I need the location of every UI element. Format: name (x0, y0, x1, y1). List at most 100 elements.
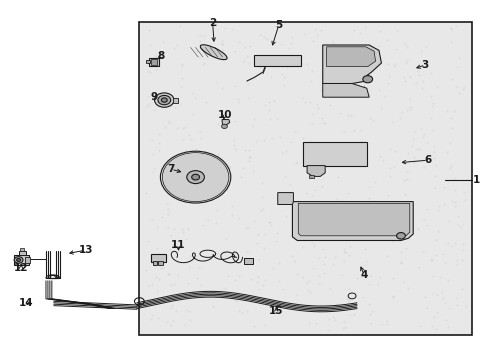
Point (383, 192, 391, 198)
Point (366, 273, 374, 278)
Point (428, 127, 436, 132)
Point (452, 64, 460, 70)
Point (153, 224, 161, 229)
Point (245, 158, 253, 164)
Point (201, 171, 208, 177)
Point (307, 112, 315, 117)
Point (423, 139, 430, 145)
Point (146, 42, 154, 48)
Point (181, 124, 189, 130)
Point (316, 209, 324, 215)
Circle shape (17, 258, 20, 261)
Point (243, 248, 251, 254)
Point (373, 200, 381, 206)
Point (333, 196, 341, 202)
Point (261, 62, 269, 68)
Point (298, 244, 306, 250)
Point (409, 159, 417, 165)
Circle shape (154, 93, 174, 107)
Point (245, 147, 253, 153)
Point (408, 136, 416, 142)
Point (340, 319, 347, 325)
Point (170, 297, 178, 302)
Point (346, 150, 354, 156)
Point (175, 181, 183, 187)
Point (148, 151, 156, 157)
Point (445, 140, 453, 146)
Point (412, 146, 420, 152)
Point (375, 87, 383, 93)
Point (300, 100, 308, 105)
Point (220, 249, 228, 255)
Point (330, 254, 338, 260)
Point (418, 78, 426, 84)
Point (389, 275, 397, 281)
Point (148, 217, 156, 223)
Point (357, 139, 365, 144)
Point (454, 90, 462, 95)
Point (155, 53, 163, 59)
Point (383, 321, 390, 327)
Point (144, 27, 152, 33)
Point (423, 206, 430, 211)
Point (335, 198, 343, 204)
Text: 4: 4 (360, 270, 367, 280)
Bar (25, 257, 30, 263)
Point (303, 61, 310, 67)
Point (183, 280, 191, 285)
Point (337, 163, 345, 168)
Point (321, 120, 328, 126)
Point (337, 272, 345, 278)
Point (185, 253, 193, 259)
Point (427, 103, 435, 108)
Point (403, 168, 410, 174)
Point (402, 57, 409, 63)
Point (249, 168, 257, 174)
Point (315, 282, 323, 287)
Point (178, 167, 185, 173)
Point (453, 213, 461, 219)
Point (325, 316, 332, 322)
Point (161, 124, 168, 130)
Point (308, 38, 316, 44)
Point (177, 162, 184, 168)
Point (307, 68, 315, 74)
Point (324, 156, 331, 161)
Point (401, 192, 408, 197)
Point (278, 150, 285, 156)
Point (244, 224, 252, 229)
Point (209, 54, 217, 60)
Circle shape (221, 124, 227, 129)
Point (421, 44, 428, 50)
Point (449, 108, 457, 114)
Point (176, 102, 183, 107)
Point (265, 303, 273, 309)
Point (380, 93, 388, 99)
Point (319, 270, 327, 276)
Point (163, 319, 171, 324)
Point (234, 99, 242, 105)
Bar (254, 55, 300, 66)
Point (254, 274, 262, 280)
Point (438, 251, 446, 257)
Point (361, 24, 368, 30)
Point (319, 261, 327, 267)
Point (336, 110, 344, 116)
Bar (244, 258, 253, 264)
Point (165, 246, 173, 252)
Point (192, 294, 200, 300)
Bar (158, 261, 163, 265)
Point (423, 222, 430, 228)
Point (307, 208, 315, 214)
Point (407, 143, 415, 149)
Polygon shape (14, 255, 29, 265)
Point (364, 301, 372, 307)
Bar (308, 175, 313, 178)
Polygon shape (277, 193, 293, 204)
Point (167, 305, 175, 311)
Point (265, 117, 273, 122)
Bar (19, 251, 26, 255)
Point (282, 64, 290, 70)
Text: 13: 13 (78, 245, 93, 255)
Point (199, 46, 207, 52)
